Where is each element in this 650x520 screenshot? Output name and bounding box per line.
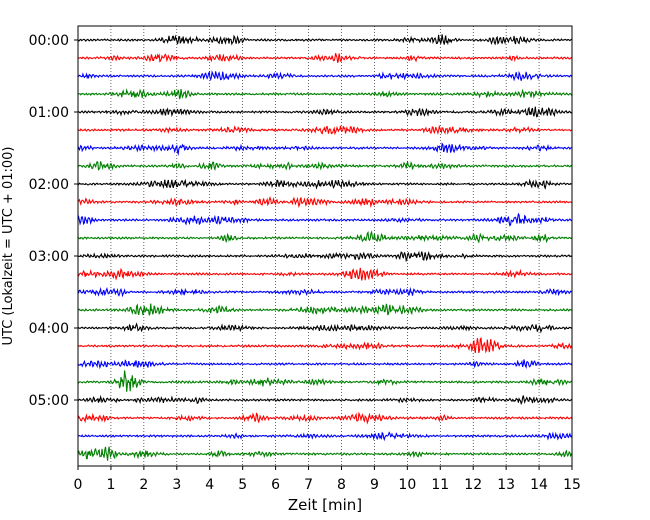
seismogram-trace	[77, 34, 573, 46]
seismogram-trace	[77, 106, 573, 118]
y-tick-label: 05:00	[29, 393, 69, 409]
seismogram-traces	[77, 34, 573, 461]
plot-frame	[77, 25, 573, 467]
x-tick-label: 12	[464, 477, 482, 493]
x-tick-label: 10	[398, 477, 416, 493]
seismogram-trace	[77, 160, 573, 172]
x-tick-label: 14	[530, 477, 548, 493]
seismogram-trace	[77, 70, 573, 82]
y-tick-label: 00:00	[29, 33, 69, 49]
seismogram-trace	[77, 322, 573, 334]
seismogram-trace	[77, 178, 573, 190]
seismogram-trace	[77, 230, 573, 244]
seismogram-trace	[77, 359, 573, 370]
seismogram-trace	[77, 195, 573, 209]
x-tick-label: 7	[304, 477, 313, 493]
x-tick-label: 6	[271, 477, 280, 493]
seismogram-trace	[77, 370, 573, 392]
seismogram-trace	[78, 431, 573, 442]
y-axis-label: UTC (Lokalzeit = UTC + 01:00)	[1, 147, 16, 346]
x-axis-ticks: 0 1 2 3 4 5 6 7 8 9 10 11 12 13 14 15	[74, 466, 581, 493]
x-tick-label: 0	[74, 477, 83, 493]
seismogram-trace	[77, 212, 573, 227]
x-tick-label: 2	[139, 477, 148, 493]
y-tick-label: 01:00	[29, 105, 69, 121]
x-gridlines	[110, 26, 540, 466]
seismogram-trace	[77, 394, 573, 406]
y-axis-ticks: 00:00 01:00 02:00 03:00 04:00 05:00	[29, 33, 78, 409]
seismogram-trace	[77, 286, 573, 298]
x-tick-label: 9	[370, 477, 379, 493]
x-tick-label: 11	[431, 477, 449, 493]
seismogram-trace	[77, 53, 573, 63]
x-tick-label: 13	[497, 477, 515, 493]
y-tick-label: 03:00	[29, 249, 69, 265]
x-tick-label: 15	[563, 477, 581, 493]
seismogram-trace	[77, 303, 573, 316]
x-tick-label: 5	[238, 477, 247, 493]
y-tick-label: 02:00	[29, 177, 69, 193]
seismogram-trace	[77, 411, 573, 425]
y-tick-label: 04:00	[29, 321, 69, 337]
x-tick-label: 3	[172, 477, 181, 493]
x-tick-label: 4	[205, 477, 214, 493]
seismogram-trace	[77, 446, 573, 461]
x-tick-label: 8	[337, 477, 346, 493]
seismogram-trace	[77, 142, 573, 156]
seismogram-trace	[77, 267, 573, 281]
seismogram-trace	[77, 124, 573, 136]
seismogram-trace	[77, 336, 573, 354]
x-tick-label: 1	[106, 477, 115, 493]
x-axis-label: Zeit [min]	[288, 496, 362, 514]
seismogram-trace	[77, 88, 573, 100]
seismogram-trace	[77, 250, 573, 263]
